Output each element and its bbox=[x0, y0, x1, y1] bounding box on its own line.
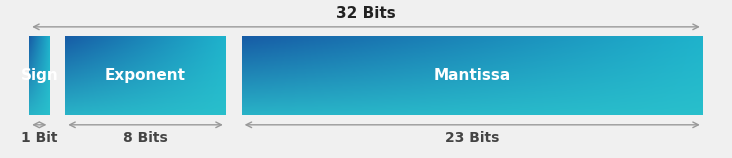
Text: 23 Bits: 23 Bits bbox=[445, 131, 499, 145]
Text: 8 Bits: 8 Bits bbox=[123, 131, 168, 145]
Text: Exponent: Exponent bbox=[105, 68, 186, 83]
Text: Mantissa: Mantissa bbox=[433, 68, 511, 83]
Text: 32 Bits: 32 Bits bbox=[336, 6, 396, 21]
Text: 1 Bit: 1 Bit bbox=[21, 131, 58, 145]
Text: Sign: Sign bbox=[20, 68, 58, 83]
